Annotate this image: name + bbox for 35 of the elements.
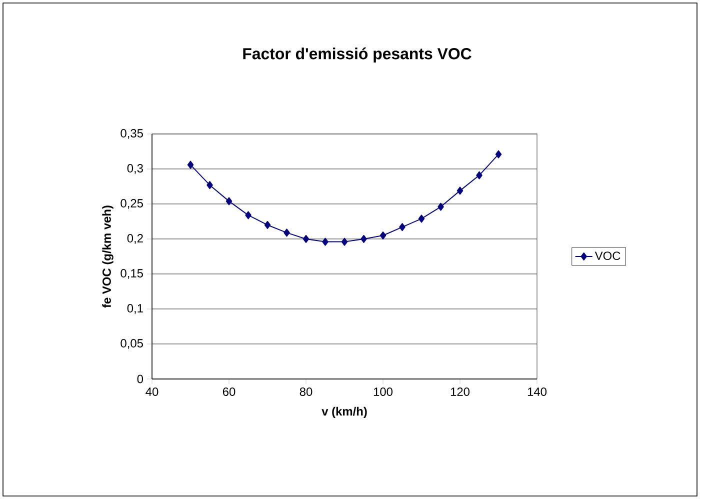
point: [302, 234, 310, 243]
y-tick-label: 0,05: [120, 339, 143, 349]
x-tick-label: 60: [222, 388, 236, 396]
point: [206, 181, 213, 190]
x-tick-label: 120: [450, 388, 470, 396]
point: [284, 228, 290, 237]
point: [341, 238, 348, 246]
y-tick-label: 0,3: [127, 164, 143, 174]
point: [226, 197, 232, 206]
point: [264, 220, 271, 229]
point: [495, 150, 502, 158]
point: [418, 214, 425, 223]
y-tick-label: 0,25: [120, 199, 143, 209]
x-tick-label: 80: [300, 388, 312, 396]
point: [187, 160, 194, 169]
point: [245, 211, 252, 220]
y-tick-label: 0: [137, 374, 144, 384]
y-tick-label: 0,15: [120, 269, 143, 279]
y-tick-label: 0,35: [120, 129, 143, 139]
point: [399, 223, 406, 232]
y-axis-title: fe VOC (g/km veh): [102, 206, 114, 308]
point: [380, 231, 386, 240]
x-tick-label: 100: [374, 388, 393, 396]
x-tick-label: 40: [146, 388, 158, 396]
x-tick-label: 140: [528, 388, 547, 396]
point: [322, 238, 328, 246]
y-tick-label: 0,1: [127, 304, 143, 314]
point: [456, 186, 464, 195]
point: [438, 202, 444, 211]
x-axis-title: v (km/h): [322, 406, 367, 418]
y-tick-label: 0,2: [127, 234, 143, 244]
point: [476, 171, 482, 180]
legend-label: VOC: [594, 252, 620, 260]
point: [360, 234, 367, 243]
chart-title: Factor d'emissió pesants VOC: [243, 47, 472, 62]
